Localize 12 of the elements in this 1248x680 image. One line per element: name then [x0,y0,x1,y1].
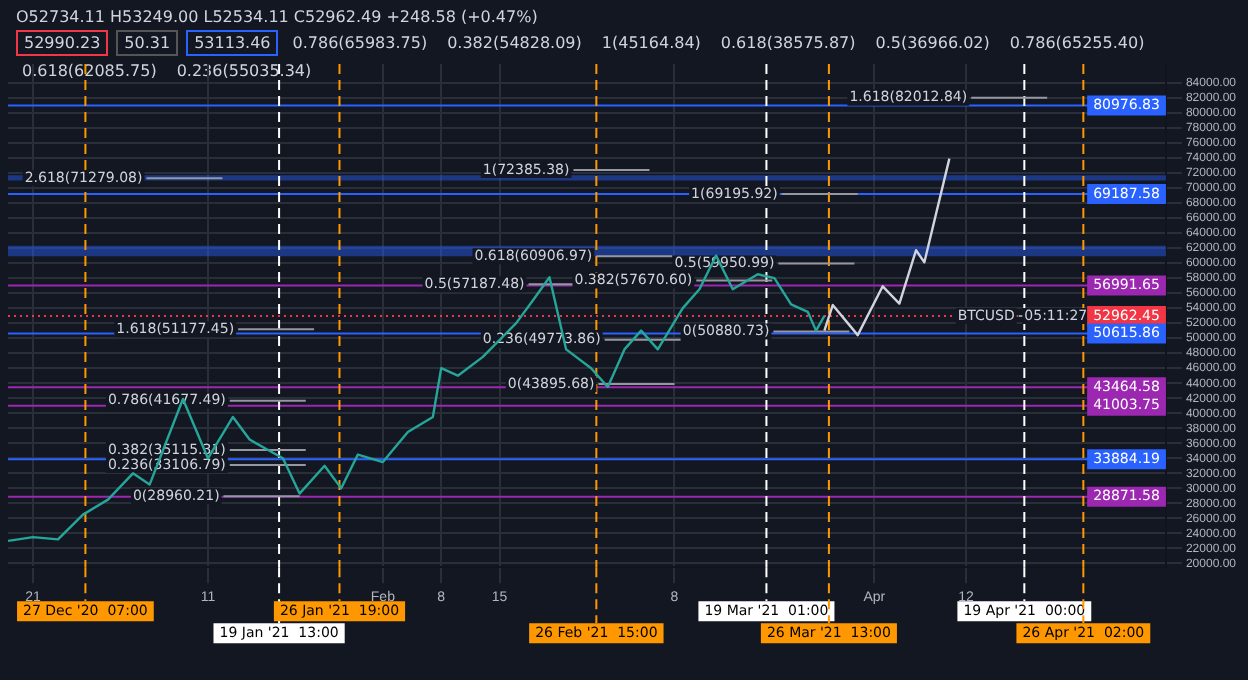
text: 0.786(65255.40) [1007,32,1147,54]
annotation: 0.618(62085.75) [20,60,159,82]
text: 0.382(54828.09) [445,32,584,54]
text: 50.31 [116,30,179,56]
text: 53113.46 [186,30,279,56]
chart-subtitle: O52734.11 H53249.00 L52534.11 C52962.49 +248.58 (+0.47%) [16,8,540,26]
text: 52990.23 [16,30,109,56]
text: 0.786(65983.75) [290,32,430,54]
text: 0.5(36966.02) [873,32,992,54]
text: 1(45164.84) [599,32,703,54]
text: 0.618(38575.87) [718,32,858,54]
annotation: 0.236(55035.34) [174,60,314,82]
